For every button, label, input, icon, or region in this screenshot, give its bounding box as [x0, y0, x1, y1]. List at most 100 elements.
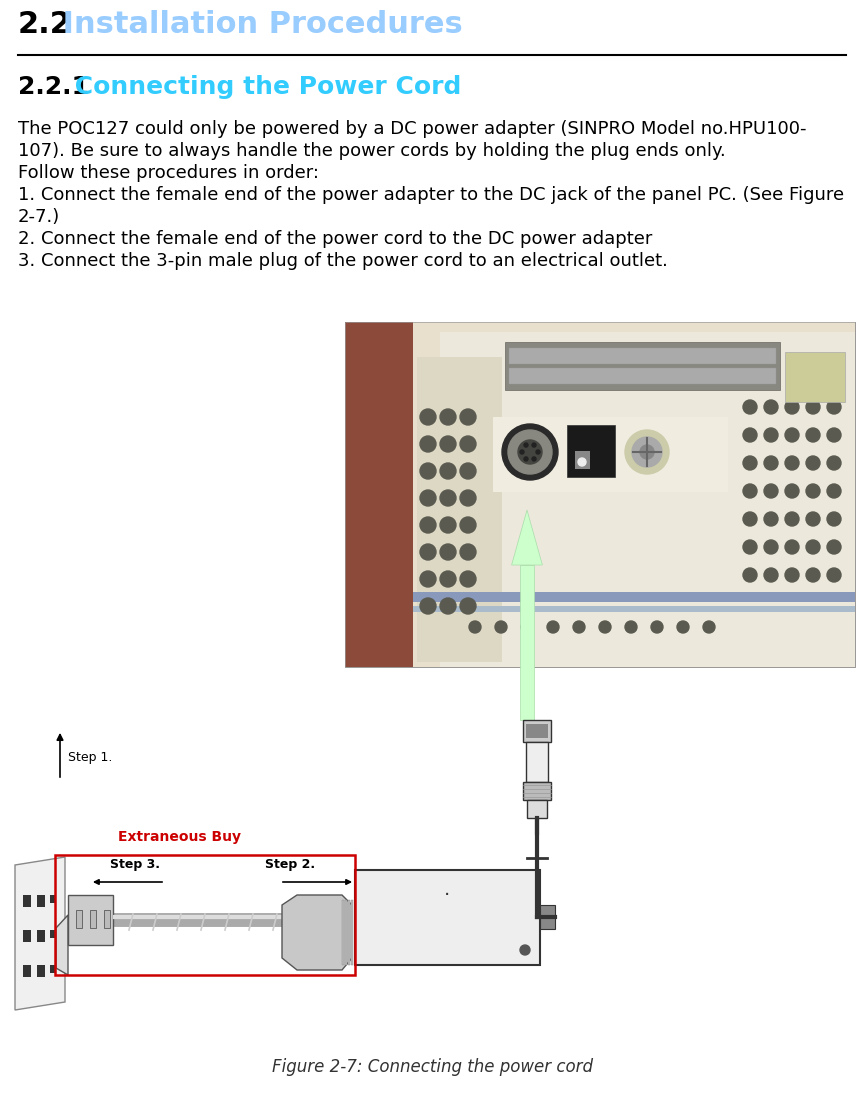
- Circle shape: [764, 540, 778, 554]
- Circle shape: [420, 409, 436, 425]
- Circle shape: [420, 571, 436, 587]
- Bar: [509, 368, 776, 384]
- Bar: [527, 800, 547, 818]
- Bar: [540, 905, 555, 929]
- Circle shape: [460, 544, 476, 560]
- Circle shape: [518, 440, 542, 465]
- Circle shape: [764, 428, 778, 442]
- Circle shape: [495, 621, 507, 633]
- Circle shape: [827, 484, 841, 498]
- Circle shape: [743, 512, 757, 526]
- Circle shape: [764, 484, 778, 498]
- Bar: [345, 322, 855, 667]
- Text: 107). Be sure to always handle the power cords by holding the plug ends only.: 107). Be sure to always handle the power…: [18, 142, 726, 160]
- Bar: [567, 425, 615, 477]
- Text: 2-7.): 2-7.): [18, 208, 60, 226]
- Bar: [351, 900, 353, 965]
- Circle shape: [764, 512, 778, 526]
- Circle shape: [703, 621, 715, 633]
- Circle shape: [440, 598, 456, 614]
- Circle shape: [420, 490, 436, 506]
- Text: .: .: [444, 880, 450, 900]
- Bar: [785, 352, 845, 402]
- Circle shape: [827, 456, 841, 470]
- Circle shape: [508, 430, 552, 474]
- Bar: [345, 322, 413, 667]
- Circle shape: [806, 400, 820, 414]
- Bar: [104, 910, 110, 928]
- Bar: [23, 895, 31, 907]
- Circle shape: [785, 484, 799, 498]
- Circle shape: [785, 456, 799, 470]
- Circle shape: [806, 484, 820, 498]
- Bar: [493, 418, 728, 492]
- Circle shape: [440, 436, 456, 453]
- Circle shape: [440, 409, 456, 425]
- Bar: [345, 900, 347, 965]
- Bar: [348, 900, 350, 965]
- Bar: [37, 965, 45, 977]
- Circle shape: [743, 568, 757, 581]
- Bar: [417, 357, 502, 662]
- Circle shape: [651, 621, 663, 633]
- Text: Step 2.: Step 2.: [265, 858, 315, 871]
- Circle shape: [827, 512, 841, 526]
- Bar: [523, 720, 551, 742]
- Circle shape: [578, 458, 586, 466]
- Bar: [440, 332, 855, 667]
- Circle shape: [520, 945, 530, 955]
- Circle shape: [764, 568, 778, 581]
- Bar: [509, 348, 776, 364]
- Bar: [505, 342, 780, 390]
- Circle shape: [640, 445, 654, 459]
- Circle shape: [440, 517, 456, 533]
- Circle shape: [520, 450, 524, 454]
- Circle shape: [599, 621, 611, 633]
- Circle shape: [460, 517, 476, 533]
- Bar: [342, 900, 344, 965]
- Circle shape: [625, 621, 637, 633]
- Circle shape: [460, 409, 476, 425]
- Text: Connecting the Power Cord: Connecting the Power Cord: [66, 75, 461, 99]
- Circle shape: [502, 424, 558, 480]
- Text: 2.2.1: 2.2.1: [18, 75, 89, 99]
- Circle shape: [806, 456, 820, 470]
- Circle shape: [460, 490, 476, 506]
- Circle shape: [440, 463, 456, 479]
- Circle shape: [440, 571, 456, 587]
- Bar: [55, 855, 355, 975]
- Circle shape: [547, 621, 559, 633]
- Bar: [526, 724, 548, 738]
- Bar: [90, 910, 96, 928]
- Bar: [575, 451, 590, 469]
- Circle shape: [532, 457, 536, 461]
- Circle shape: [573, 621, 585, 633]
- Text: Step 3.: Step 3.: [110, 858, 160, 871]
- Polygon shape: [56, 915, 68, 975]
- Bar: [23, 965, 31, 977]
- Circle shape: [524, 443, 528, 447]
- Circle shape: [785, 512, 799, 526]
- Circle shape: [806, 428, 820, 442]
- Polygon shape: [511, 510, 543, 565]
- Bar: [23, 930, 31, 942]
- Circle shape: [743, 456, 757, 470]
- Circle shape: [420, 517, 436, 533]
- Bar: [413, 322, 855, 667]
- Bar: [520, 565, 534, 720]
- Circle shape: [420, 463, 436, 479]
- Text: Extraneous Buy: Extraneous Buy: [118, 830, 241, 844]
- Text: Step 1.: Step 1.: [68, 752, 112, 764]
- Bar: [50, 930, 56, 938]
- Polygon shape: [15, 857, 65, 1010]
- Circle shape: [785, 400, 799, 414]
- Circle shape: [440, 490, 456, 506]
- Circle shape: [827, 568, 841, 581]
- Bar: [50, 965, 56, 973]
- Circle shape: [677, 621, 689, 633]
- Circle shape: [806, 540, 820, 554]
- Circle shape: [743, 428, 757, 442]
- Bar: [76, 910, 82, 928]
- Bar: [413, 592, 855, 602]
- Circle shape: [764, 456, 778, 470]
